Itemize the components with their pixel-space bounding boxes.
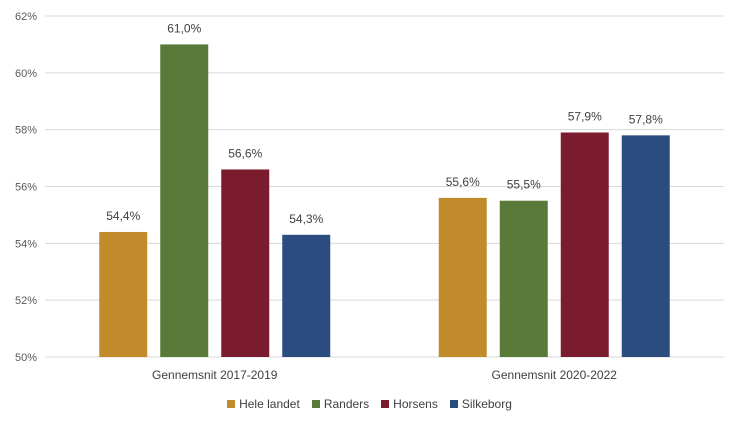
legend-swatch <box>449 400 458 408</box>
data-label: 55,6% <box>446 175 480 189</box>
legend-label: Hele landet <box>239 397 300 411</box>
legend-label: Randers <box>323 397 370 411</box>
y-tick-label: 52% <box>15 295 37 307</box>
data-label: 54,4% <box>106 209 140 223</box>
y-tick-label: 62% <box>15 11 37 23</box>
data-label: 61,0% <box>167 21 201 35</box>
legend-item: Silkeborg <box>449 397 512 411</box>
bar <box>99 231 148 357</box>
legend-label: Silkeborg <box>461 397 512 411</box>
bar <box>621 135 670 357</box>
x-tick-label: Gennemsnit 2017-2019 <box>152 368 278 382</box>
x-tick-label: Gennemsnit 2020-2022 <box>492 368 618 382</box>
y-tick-label: 56% <box>15 182 37 194</box>
legend-item: Randers <box>311 397 370 411</box>
legend-swatch <box>381 400 390 408</box>
bar <box>560 132 609 357</box>
data-label: 56,6% <box>228 146 262 160</box>
legend-item: Hele landet <box>227 397 300 411</box>
y-tick-label: 60% <box>15 68 37 80</box>
y-tick-label: 50% <box>15 352 37 364</box>
bar <box>282 234 331 357</box>
bar <box>221 169 270 357</box>
legend-swatch <box>311 400 320 408</box>
data-label: 57,9% <box>568 110 602 124</box>
y-tick-label: 58% <box>15 125 37 137</box>
legend-label: Horsens <box>393 397 438 411</box>
data-label: 57,8% <box>629 112 663 126</box>
data-label: 54,3% <box>289 212 323 226</box>
y-tick-label: 54% <box>15 238 37 250</box>
legend-item: Horsens <box>381 397 438 411</box>
bar <box>160 44 209 358</box>
bar <box>499 200 548 357</box>
legend: Hele landet Randers Horsens Silkeborg <box>0 397 739 411</box>
data-label: 55,5% <box>507 178 541 192</box>
bar <box>438 197 487 357</box>
legend-swatch <box>227 400 236 408</box>
